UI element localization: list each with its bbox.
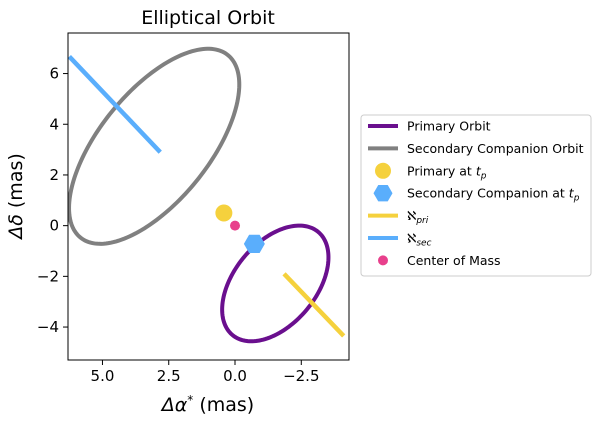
legend-handle (378, 255, 388, 266)
segment-sec (68, 55, 162, 154)
legend-handle (375, 162, 391, 179)
axes-layer: 5.0 2.5 0.0 −2.5 6 4 2 0 −2 −4 (37, 65, 320, 385)
primary-at-tp-marker (215, 204, 233, 222)
legend-handle (373, 184, 393, 202)
x-tick-label: 2.5 (157, 367, 181, 385)
legend-label: ℵpri (407, 208, 429, 226)
y-tick-label: −2 (37, 267, 59, 285)
secondary-at-tp-marker (243, 234, 265, 253)
legend-label: Primary Orbit (407, 119, 491, 134)
legend: Primary Orbit Secondary Companion Orbit Pr… (360, 114, 592, 277)
y-tick-label: −4 (37, 318, 59, 336)
y-tick-label: 2 (49, 166, 59, 184)
chart-title: Elliptical Orbit (141, 7, 275, 29)
series-layer (68, 46, 346, 344)
legend-frame (360, 114, 592, 277)
x-axis-label: Δα* (mas) (160, 393, 254, 416)
y-axis-label: Δδ (mas) (5, 153, 27, 241)
legend-label: ℵsec (407, 231, 432, 249)
segment-pri (282, 272, 346, 338)
legend-label: Primary at tp (407, 163, 487, 181)
plot-frame (67, 32, 350, 361)
orbit-ellipse-secondary-companion-orbit (68, 46, 242, 246)
center-of-mass-marker (230, 220, 241, 231)
y-tick-label: 6 (49, 65, 59, 83)
y-tick-label: 4 (49, 115, 59, 133)
y-tick-label: 0 (49, 217, 59, 235)
x-tick-label: 5.0 (91, 367, 115, 385)
legend-label: Secondary Companion at tp (407, 186, 580, 204)
orbit-ellipse-primary-orbit (220, 223, 331, 344)
x-tick-label: −2.5 (283, 367, 319, 385)
legend-label: Center of Mass (407, 253, 501, 268)
x-tick-label: 0.0 (223, 367, 247, 385)
legend-label: Secondary Companion Orbit (407, 141, 584, 156)
